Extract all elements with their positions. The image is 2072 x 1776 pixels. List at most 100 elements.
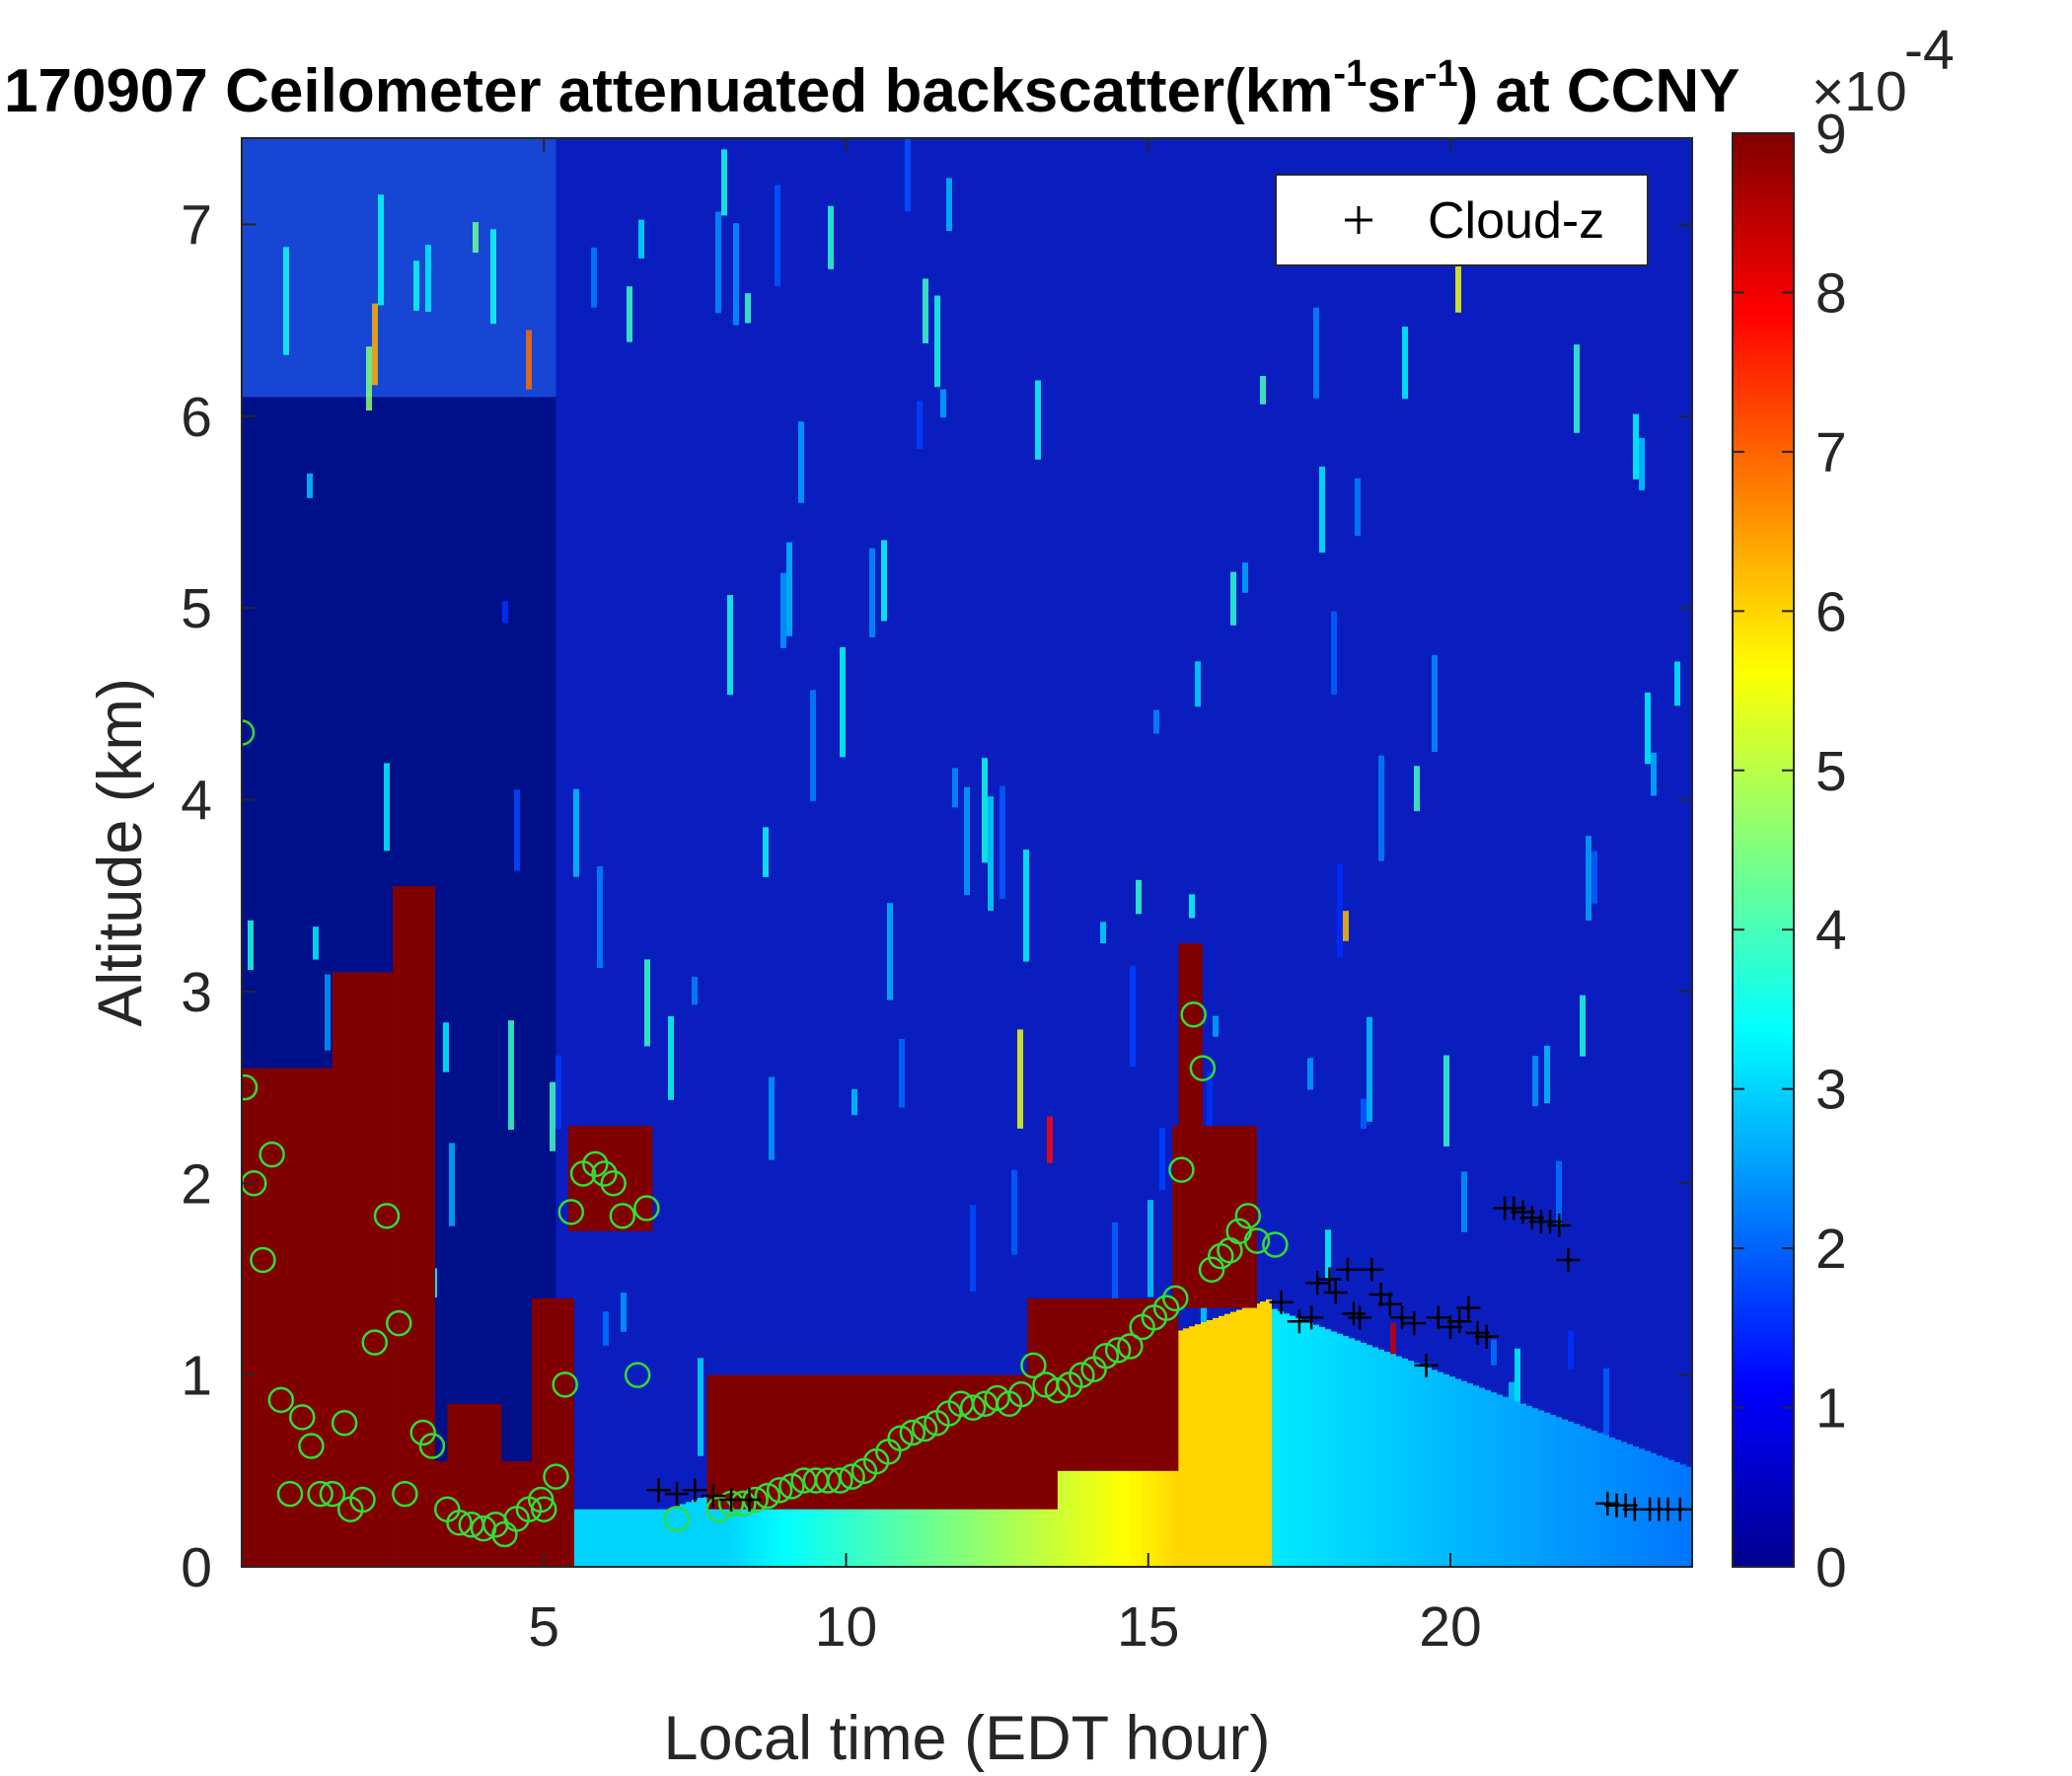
boundary-layer-column [1503,1396,1509,1567]
backscatter-streak [1402,327,1408,400]
green-circle-marker [839,1463,865,1490]
backscatter-streak [1532,1056,1538,1107]
boundary-layer-column [1426,1368,1432,1567]
boundary-layer-column [591,1509,597,1567]
cloud-z-marker [1317,1267,1342,1292]
backscatter-streak [869,548,875,638]
boundary-layer-column [1378,1349,1384,1567]
green-circle-marker [1198,1256,1225,1283]
legend-label: Cloud-z [1428,192,1604,250]
backscatter-streak [733,223,739,326]
backscatter-streak [952,768,958,808]
boundary-layer-column [644,1509,650,1567]
legend: Cloud-z [1275,174,1649,266]
colorbar-tick-label: 5 [1815,740,1847,803]
y-tick-label: 2 [181,1152,212,1216]
green-circle-marker [1044,1376,1072,1404]
backscatter-streak [1023,850,1029,962]
green-circle-marker [1189,1055,1217,1081]
green-circle-marker [591,1160,618,1187]
backscatter-streak [828,205,834,269]
boundary-layer-column [1538,1410,1544,1567]
boundary-layer-column [1597,1433,1603,1567]
boundary-layer-column [1556,1417,1562,1567]
y-tick-label: 3 [181,961,212,1024]
backscatter-streak [1213,1015,1219,1037]
backscatter-streak [1147,1200,1153,1297]
boundary-layer-column [638,1509,644,1567]
boundary-layer-column [1319,1326,1325,1567]
boundary-layer-column [1497,1394,1503,1567]
colorbar-frame [1732,132,1795,1568]
green-circle-marker [1020,1352,1047,1379]
boundary-layer-column [1295,1317,1301,1567]
backscatter-streak [597,866,603,969]
green-circle-marker [267,1386,295,1414]
boundary-layer-column [680,1504,686,1567]
backscatter-streak [627,286,632,342]
backscatter-streak [1242,562,1248,593]
saturated-cloud-region [1178,943,1203,1126]
colorbar-tick-label: 6 [1815,580,1847,643]
backscatter-streak [982,758,988,863]
saturated-cloud-region [332,972,394,1567]
green-circle-marker [259,1141,285,1168]
boundary-layer-column [1177,1330,1183,1567]
backscatter-streak [1515,1348,1520,1440]
colorbar-gradient [1733,133,1794,1567]
cloud-z-marker [1287,1309,1311,1334]
boundary-layer-column [603,1509,609,1567]
boundary-layer-column [1290,1315,1295,1567]
boundary-layer-column [1408,1361,1414,1567]
green-circle-marker [552,1371,578,1398]
backscatter-streak [443,1022,449,1073]
backscatter-streak [644,959,650,1047]
boundary-layer-column [1580,1426,1586,1567]
cloud-z-marker [1390,1305,1414,1330]
backscatter-streak [698,1358,703,1456]
chart-title: 170907 Ceilometer attenuated backscatter… [4,53,1740,125]
boundary-layer-column [703,1495,709,1567]
backscatter-streak [313,926,319,960]
boundary-layer-column [757,1477,763,1567]
backscatter-streak [372,303,378,386]
green-circle-marker [609,1203,636,1229]
x-tick-label: 10 [815,1595,877,1659]
boundary-layer-column [1189,1326,1195,1567]
boundary-layer-column [1420,1365,1426,1567]
backscatter-streak [1639,437,1645,490]
backscatter-streak [425,245,431,312]
y-tick-label: 7 [181,193,212,257]
green-circle-marker [959,1394,987,1421]
boundary-layer-column [1301,1320,1307,1567]
backscatter-streak [1443,1055,1449,1147]
boundary-layer-column [780,1468,786,1567]
cloud-z-marker [1377,1292,1402,1316]
green-circle-marker [242,1073,259,1101]
boundary-layer-column [1266,1299,1272,1567]
backscatter-streak [769,1076,775,1160]
boundary-layer-column [674,1506,680,1567]
boundary-layer-column [1313,1324,1319,1567]
green-circle-marker [349,1486,376,1514]
boundary-layer-column [1674,1462,1680,1567]
green-circle-marker [557,1199,585,1225]
boundary-layer-column [627,1509,632,1567]
backscatter-streak [1674,661,1680,706]
boundary-layer-column [1438,1371,1443,1567]
boundary-layer-column [1343,1336,1349,1567]
boundary-layer-column [727,1487,733,1567]
colorbar-tick-label: 1 [1815,1377,1847,1441]
boundary-layer-column [1260,1301,1266,1567]
boundary-layer-column [579,1509,585,1567]
boundary-layer-column [816,1456,822,1567]
markers-layer [242,719,1692,1548]
cloud-z-marker [1426,1305,1450,1330]
boundary-layer-column [1485,1389,1491,1567]
green-circle-marker [1117,1333,1144,1360]
boundary-layer-column [668,1508,674,1567]
backscatter-streak [917,401,923,449]
cloud-z-marker [683,1478,707,1503]
boundary-layer-column [585,1509,591,1567]
